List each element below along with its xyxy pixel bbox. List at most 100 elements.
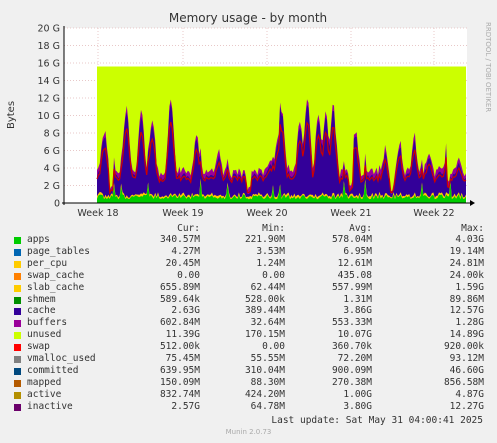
- line-inactive: [96, 121, 467, 195]
- legend-value-avg: 557.99M: [331, 281, 372, 293]
- legend-value-min: 0.00: [262, 341, 285, 353]
- x-tick-label: Week 21: [330, 208, 371, 219]
- legend-swatch: [14, 332, 21, 340]
- legend-value-max: 19.14M: [449, 245, 484, 257]
- legend-series-name: apps: [27, 234, 50, 245]
- legend-series-name: inactive: [27, 400, 73, 412]
- legend-row-active: active 832.74M 424.20M 1.00G 4.87G: [0, 389, 497, 401]
- legend-value-max: 14.89G: [449, 329, 484, 341]
- legend-swatch: [14, 248, 21, 256]
- legend-row-vmalloc-used: vmalloc_used 75.45M 55.55M 72.20M 93.12M: [0, 353, 497, 365]
- legend-row-mapped: mapped 150.09M 88.30M 270.38M 856.58M: [0, 377, 497, 389]
- legend-swatch: [14, 296, 21, 304]
- legend-value-min: 389.44M: [244, 305, 285, 317]
- col-cur-header: Cur:: [177, 223, 200, 234]
- legend-value-cur: 11.39G: [165, 329, 200, 341]
- legend-series-name: per_cpu: [27, 257, 68, 269]
- legend-value-avg: 578.04M: [331, 234, 372, 245]
- legend-value-avg: 1.31M: [343, 293, 372, 305]
- col-max-header: Max:: [461, 223, 484, 234]
- legend-series-name: active: [27, 388, 62, 400]
- x-tick-label: Week 18: [77, 208, 118, 219]
- y-tick-labels: 0 2 G 4 G 6 G 8 G 10 G 12 G 14 G 16 G 18 G 20 G: [38, 24, 60, 210]
- legend-row-slab-cache: slab_cache 655.89M 62.44M 557.99M 1.59G: [0, 282, 497, 294]
- legend-value-cur: 0.00: [177, 269, 200, 281]
- y-tick-label: 6 G: [44, 146, 60, 157]
- legend-swatch: [14, 272, 21, 280]
- legend-value-cur: 639.95M: [159, 364, 200, 376]
- legend-row-buffers: buffers 602.84M 32.64M 553.33M 1.28G: [0, 317, 497, 329]
- legend-swatch: [14, 367, 21, 375]
- legend-swatch: [14, 320, 21, 328]
- legend-series-name: committed: [27, 364, 79, 376]
- legend-swatch: [14, 237, 21, 244]
- legend-swatch: [14, 403, 21, 411]
- legend-series-name: swap: [27, 341, 50, 353]
- legend-value-min: 64.78M: [250, 400, 285, 412]
- legend-row-swap: swap 512.00k 0.00 360.70k 920.00k: [0, 341, 497, 353]
- legend-value-cur: 832.74M: [159, 388, 200, 400]
- legend-row-inactive: inactive 2.57G 64.78M 3.80G 12.27G: [0, 401, 497, 413]
- legend-value-max: 46.60G: [449, 364, 484, 376]
- chart-title: Memory usage - by month: [169, 11, 327, 25]
- legend-value-cur: 2.63G: [171, 305, 200, 317]
- legend-series-name: cache: [27, 305, 56, 317]
- legend-series-name: vmalloc_used: [27, 353, 96, 364]
- rrdtool-credit: RRDTOOL / TOBI OETIKER: [484, 22, 492, 112]
- y-tick-label: 8 G: [44, 129, 60, 140]
- legend-value-min: 1.24M: [256, 257, 285, 269]
- legend-row-per-cpu: per_cpu 20.45M 1.24M 12.61M 24.81M: [0, 258, 497, 270]
- legend-value-min: 88.30M: [250, 376, 285, 388]
- legend-value-avg: 270.38M: [331, 376, 372, 388]
- legend-row-swap-cache: swap_cache 0.00 0.00 435.08 24.00k: [0, 270, 497, 282]
- legend-value-max: 920.00k: [443, 341, 484, 353]
- legend-series-name: mapped: [27, 376, 62, 388]
- legend-value-cur: 150.09M: [159, 376, 200, 388]
- legend-value-cur: 602.84M: [159, 317, 200, 329]
- legend-value-min: 0.00: [262, 269, 285, 281]
- y-tick-label: 18 G: [38, 41, 60, 52]
- legend-value-avg: 360.70k: [331, 341, 372, 353]
- legend-value-avg: 435.08: [337, 269, 372, 281]
- legend-value-avg: 3.86G: [343, 305, 372, 317]
- legend-swatch: [14, 379, 21, 387]
- legend-series-name: page_tables: [27, 245, 90, 257]
- legend-value-cur: 340.57M: [159, 234, 200, 245]
- legend-value-min: 528.00k: [244, 293, 285, 305]
- legend-value-avg: 10.07G: [337, 329, 372, 341]
- legend-swatch: [14, 356, 21, 363]
- legend-row-page-tables: page_tables 4.27M 3.53M 6.95M 19.14M: [0, 246, 497, 258]
- legend-series-name: shmem: [27, 293, 56, 305]
- legend-row-shmem: shmem 589.64k 528.00k 1.31M 89.86M: [0, 294, 497, 306]
- legend-series-name: buffers: [27, 317, 68, 329]
- col-avg-header: Avg:: [349, 223, 372, 234]
- legend-value-max: 24.81M: [449, 257, 484, 269]
- legend-value-max: 89.86M: [449, 293, 484, 305]
- legend-value-cur: 655.89M: [159, 281, 200, 293]
- y-tick-label: 10 G: [38, 111, 60, 122]
- legend-value-max: 93.12M: [449, 353, 484, 364]
- legend-swatch: [14, 308, 21, 316]
- legend-value-avg: 12.61M: [337, 257, 372, 269]
- legend-value-min: 55.55M: [250, 353, 285, 364]
- legend-value-min: 310.04M: [244, 364, 285, 376]
- munin-version: Munin 2.0.73: [225, 428, 272, 436]
- memory-chart: Memory usage - by month Bytes RRDTOOL / …: [6, 11, 492, 219]
- x-tick-label: Week 22: [413, 208, 454, 219]
- x-axis-arrow: [470, 200, 475, 206]
- legend-series-name: unused: [27, 329, 62, 341]
- legend-value-min: 424.20M: [244, 388, 285, 400]
- legend-value-max: 1.59G: [455, 281, 484, 293]
- legend-row-unused: unused 11.39G 170.15M 10.07G 14.89G: [0, 329, 497, 341]
- area-cache: [97, 103, 466, 203]
- stacked-areas: [96, 66, 467, 203]
- legend-value-min: 3.53M: [256, 245, 285, 257]
- legend-value-max: 856.58M: [443, 376, 484, 388]
- legend-value-max: 4.03G: [455, 234, 484, 245]
- legend-value-avg: 72.20M: [337, 353, 372, 364]
- area-apps: [97, 181, 466, 203]
- legend-row-cache: cache 2.63G 389.44M 3.86G 12.57G: [0, 305, 497, 317]
- legend-value-avg: 553.33M: [331, 317, 372, 329]
- legend-swatch: [14, 284, 21, 292]
- legend-value-cur: 20.45M: [165, 257, 200, 269]
